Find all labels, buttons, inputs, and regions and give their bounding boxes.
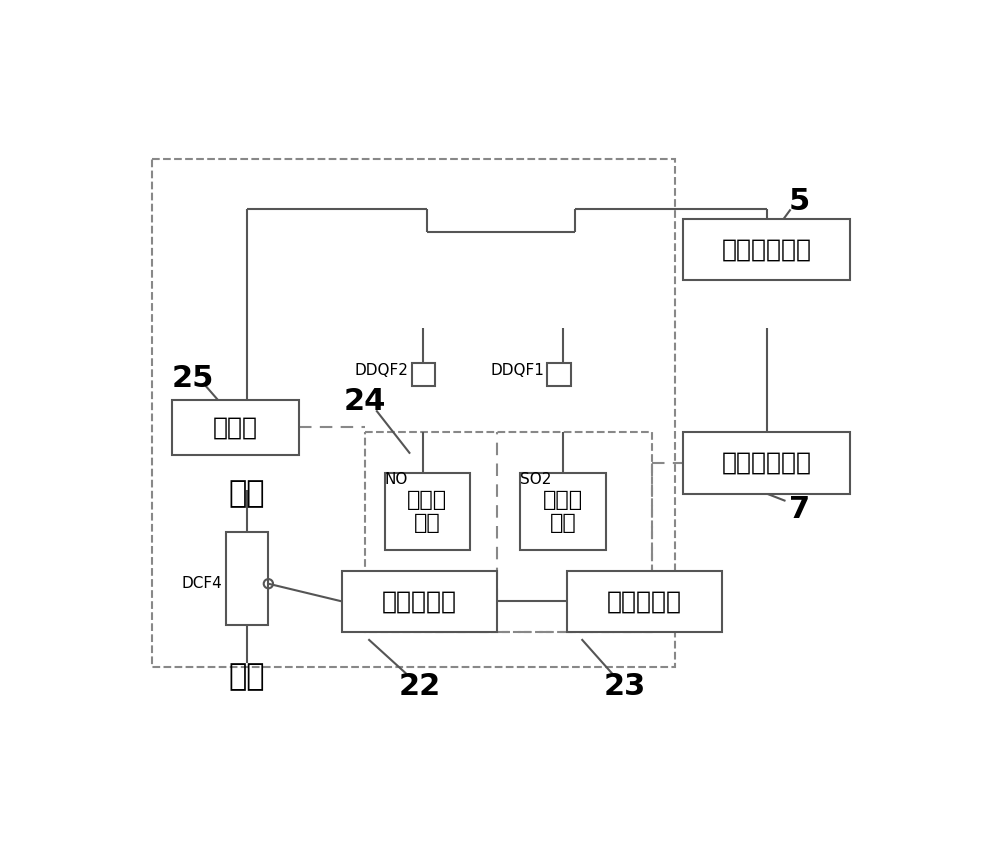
Bar (567, 571, 722, 632)
Bar (683, 219, 850, 280)
Text: 22: 22 (398, 672, 441, 701)
Text: 5: 5 (789, 187, 810, 215)
Text: DDQF2: DDQF2 (355, 363, 409, 378)
Text: 标气: 标气 (228, 479, 265, 508)
Text: 样气: 样气 (228, 663, 265, 691)
Text: NO: NO (385, 473, 408, 487)
Bar (226, 532, 268, 625)
Bar (547, 362, 571, 386)
Bar (520, 473, 606, 550)
Text: 自动核查装置: 自动核查装置 (721, 237, 811, 262)
Bar (152, 159, 675, 667)
Bar (385, 473, 470, 550)
Bar (683, 432, 850, 494)
Bar (342, 571, 497, 632)
Bar (365, 432, 652, 632)
Text: 25: 25 (172, 363, 214, 393)
Text: 24: 24 (344, 387, 386, 415)
Bar (412, 362, 435, 386)
Bar (172, 399, 299, 455)
Text: DDQF1: DDQF1 (490, 363, 544, 378)
Text: SO2: SO2 (520, 473, 552, 487)
Text: 流量控制器: 流量控制器 (382, 590, 457, 613)
Text: DCF4: DCF4 (182, 576, 223, 591)
Text: 压力传
感器: 压力传 感器 (407, 489, 447, 533)
Text: 压力传
感器: 压力传 感器 (543, 489, 583, 533)
Text: 23: 23 (604, 672, 646, 701)
Text: 气体分析仪: 气体分析仪 (607, 590, 682, 613)
Text: 调节阀: 调节阀 (213, 415, 258, 439)
Text: 7: 7 (789, 495, 810, 523)
Text: 数据采集装置: 数据采集装置 (721, 451, 811, 475)
